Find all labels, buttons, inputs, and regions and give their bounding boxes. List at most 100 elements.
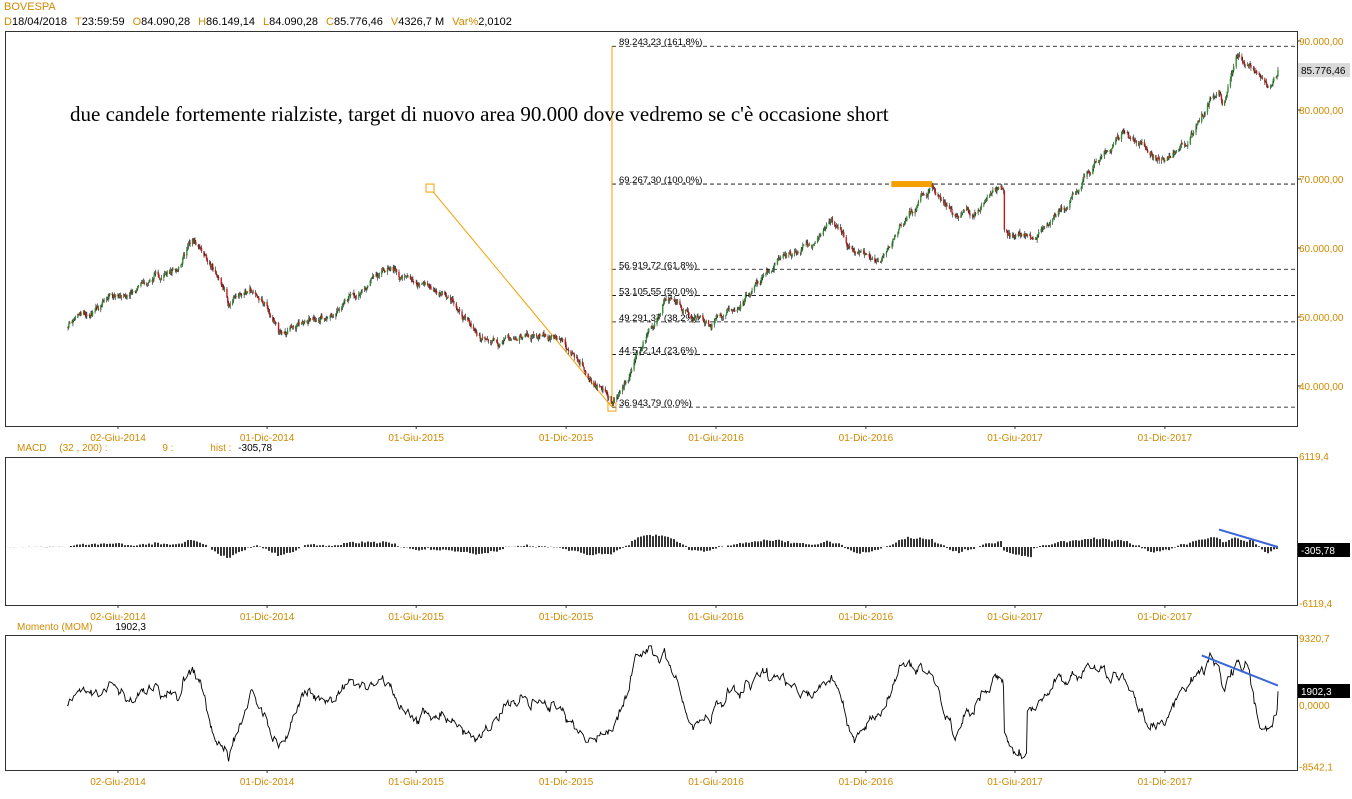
candle bbox=[142, 278, 145, 284]
candle bbox=[728, 305, 730, 313]
candle-body bbox=[851, 248, 853, 249]
candle-body bbox=[790, 254, 793, 257]
candle-body bbox=[881, 256, 883, 261]
candle-body bbox=[318, 320, 321, 323]
candle bbox=[117, 292, 119, 299]
candle-body bbox=[111, 293, 113, 296]
candle-body bbox=[1052, 217, 1055, 220]
candle-body bbox=[1242, 61, 1245, 63]
candle bbox=[617, 391, 620, 399]
candle bbox=[272, 314, 274, 323]
candle-body bbox=[784, 254, 787, 258]
candle bbox=[131, 289, 133, 295]
candle-body bbox=[509, 339, 512, 341]
candle bbox=[1105, 149, 1107, 156]
candle bbox=[1187, 140, 1189, 150]
candle bbox=[708, 324, 711, 328]
candle-body bbox=[504, 337, 507, 339]
candle bbox=[561, 337, 563, 343]
candle-body bbox=[1237, 55, 1240, 57]
candle-body bbox=[1233, 66, 1235, 71]
candle bbox=[1241, 53, 1243, 61]
candle-body bbox=[429, 286, 431, 288]
candle-body bbox=[829, 221, 832, 223]
candle bbox=[845, 234, 847, 245]
candle-body bbox=[645, 336, 648, 341]
candle-body bbox=[642, 342, 644, 347]
candle bbox=[547, 334, 549, 342]
candle-body bbox=[1209, 97, 1211, 102]
candle bbox=[280, 329, 282, 335]
candle bbox=[949, 206, 951, 213]
candle-body bbox=[250, 287, 252, 290]
candle-body bbox=[920, 192, 923, 196]
candle bbox=[1101, 154, 1103, 160]
candle-body bbox=[444, 291, 446, 295]
candle bbox=[834, 220, 836, 228]
candle-body bbox=[852, 248, 854, 252]
candle bbox=[1128, 137, 1131, 140]
candle bbox=[1210, 96, 1212, 101]
candle-body bbox=[721, 317, 724, 318]
candle-body bbox=[126, 295, 128, 299]
candle bbox=[1226, 91, 1228, 98]
candle bbox=[394, 265, 396, 271]
candle-body bbox=[589, 379, 591, 381]
candle-body bbox=[387, 267, 390, 269]
candle bbox=[825, 222, 828, 229]
candle bbox=[784, 251, 787, 259]
fib-anchor-line bbox=[429, 187, 613, 408]
candle-body bbox=[934, 187, 936, 192]
candle bbox=[508, 336, 511, 342]
candle-body bbox=[315, 320, 317, 322]
candle-body bbox=[1094, 161, 1096, 163]
candle bbox=[720, 312, 722, 317]
candle-body bbox=[1121, 131, 1124, 135]
candle-body bbox=[1117, 135, 1119, 138]
candle-body bbox=[1137, 143, 1140, 146]
candle bbox=[807, 239, 809, 248]
candle-body bbox=[590, 379, 593, 382]
candle-body bbox=[395, 269, 398, 272]
candle-body bbox=[1065, 208, 1068, 210]
candle-body bbox=[166, 271, 168, 275]
x-tick-label: 01-Dic-2016 bbox=[839, 777, 894, 788]
candle-body bbox=[458, 309, 461, 312]
candle-body bbox=[498, 346, 500, 348]
macd-legend-hist-value: -305,78 bbox=[238, 443, 273, 454]
candle bbox=[1181, 142, 1183, 145]
candle bbox=[604, 386, 607, 393]
candle-body bbox=[925, 195, 928, 196]
candle-body bbox=[1070, 197, 1073, 199]
candle bbox=[209, 260, 212, 270]
candle-body bbox=[280, 331, 282, 333]
candle bbox=[906, 215, 908, 222]
candle bbox=[1086, 170, 1088, 180]
candle bbox=[295, 323, 298, 332]
candle-body bbox=[338, 309, 340, 311]
candle bbox=[961, 210, 963, 217]
candle bbox=[937, 192, 939, 198]
candle bbox=[372, 274, 375, 279]
candle bbox=[434, 287, 436, 293]
candle bbox=[367, 284, 369, 289]
candle-body bbox=[515, 338, 517, 340]
candle-body bbox=[595, 385, 598, 388]
candle bbox=[451, 296, 453, 304]
candle bbox=[136, 285, 139, 291]
candle-body bbox=[358, 294, 361, 296]
candle-body bbox=[745, 293, 748, 296]
candle-body bbox=[621, 386, 624, 392]
candle-body bbox=[508, 338, 511, 340]
candle bbox=[564, 337, 566, 348]
candle bbox=[555, 334, 557, 340]
candle-body bbox=[418, 285, 421, 287]
candle-body bbox=[519, 334, 521, 337]
candle-body bbox=[829, 221, 831, 223]
candle bbox=[364, 286, 367, 291]
candle bbox=[1053, 212, 1056, 221]
candle bbox=[716, 314, 719, 318]
candle-body bbox=[131, 292, 133, 293]
candle-body bbox=[503, 339, 505, 341]
candle-body bbox=[366, 286, 368, 290]
